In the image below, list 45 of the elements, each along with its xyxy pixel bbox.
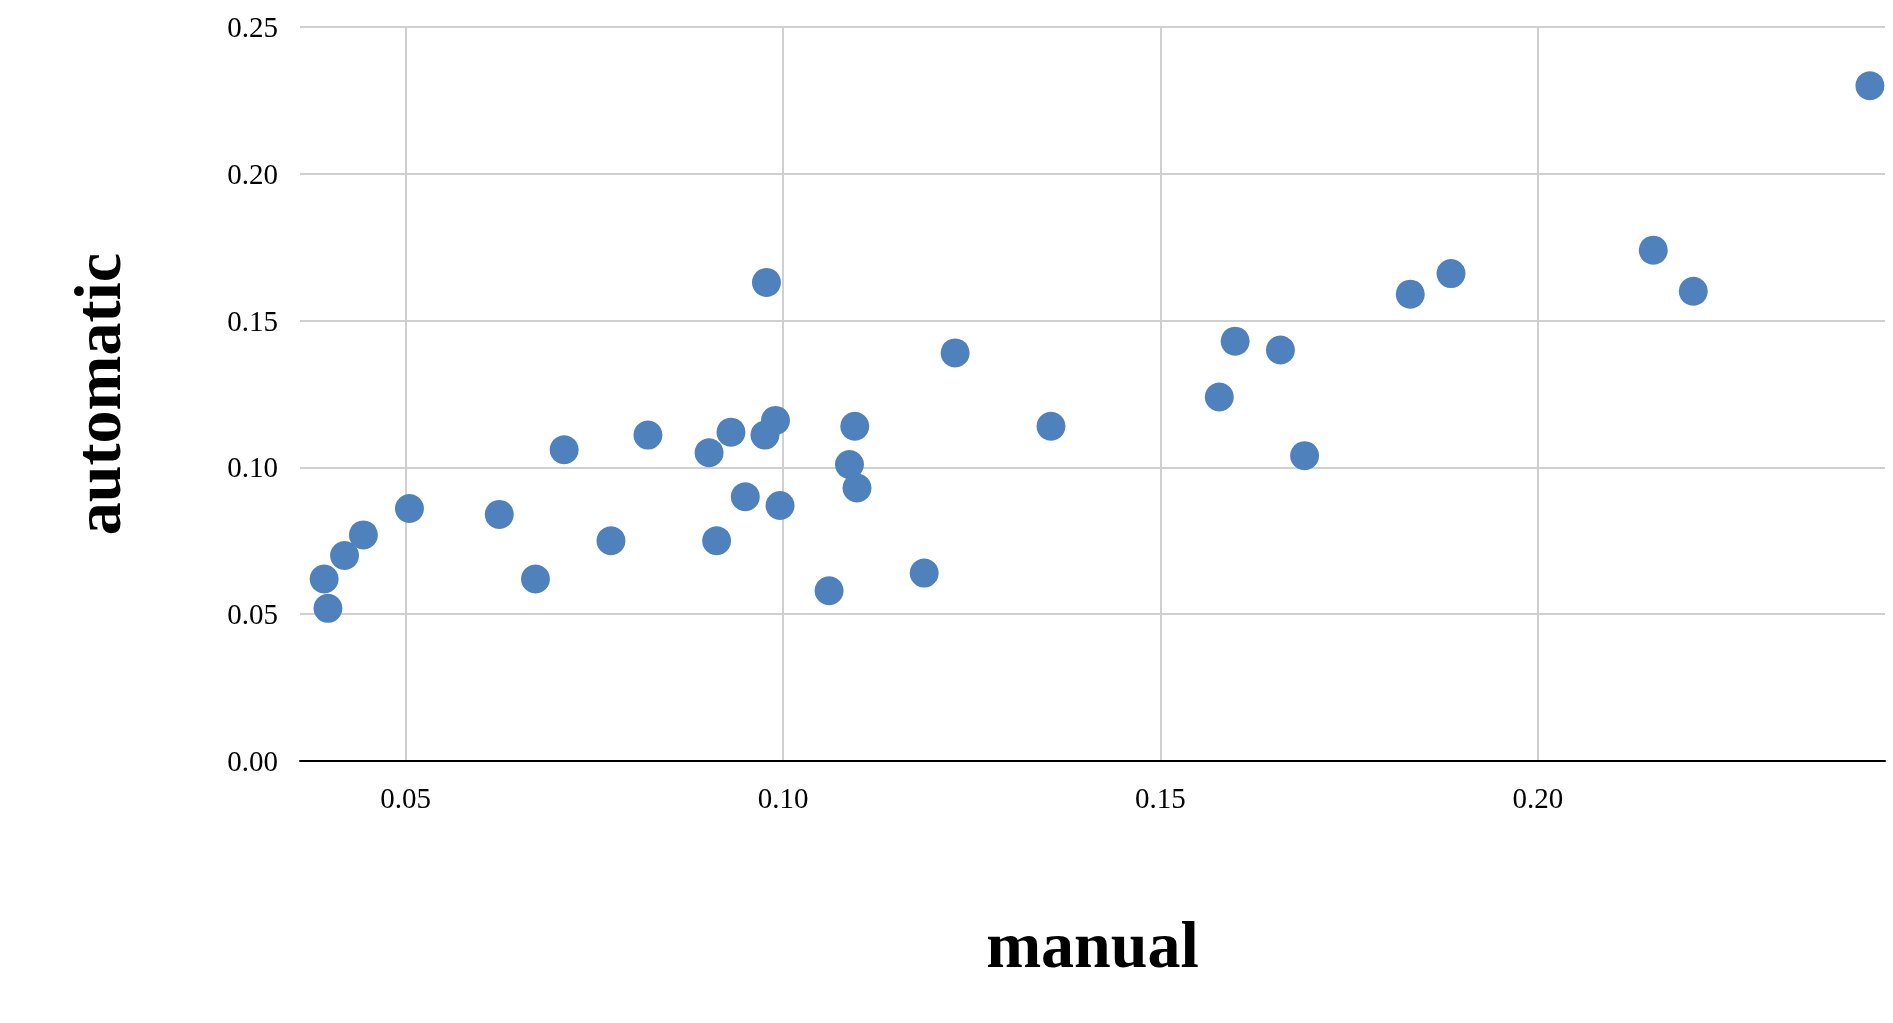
point — [309, 564, 339, 594]
x-tick-label: 0.10 — [757, 781, 809, 814]
point — [1204, 382, 1234, 412]
point — [1678, 276, 1708, 306]
point — [596, 526, 626, 556]
point — [633, 420, 663, 450]
y-tick-label: 0.10 — [227, 451, 278, 484]
x-tick-label: 0.15 — [1135, 781, 1186, 814]
point — [330, 540, 360, 570]
point — [765, 491, 795, 521]
point — [694, 438, 724, 468]
point — [521, 564, 550, 594]
point — [761, 405, 790, 435]
point — [1290, 441, 1320, 471]
point — [1220, 326, 1250, 356]
point — [484, 499, 514, 529]
point — [842, 473, 872, 503]
y-tick-label: 0.20 — [227, 157, 278, 190]
y-tick-label: 0.00 — [227, 745, 278, 777]
point — [716, 417, 746, 447]
x-axis-title: manual — [986, 907, 1199, 981]
x-tick-label: 0.20 — [1512, 781, 1564, 814]
point — [348, 520, 378, 550]
point — [1855, 71, 1885, 101]
point — [1395, 279, 1425, 309]
point — [1436, 259, 1466, 289]
y-tick-label: 0.05 — [227, 598, 278, 631]
point — [1265, 335, 1295, 365]
point — [1036, 411, 1066, 441]
point — [940, 338, 970, 368]
y-tick-label: 0.25 — [227, 11, 278, 43]
point — [751, 267, 781, 297]
point — [394, 494, 424, 523]
point — [730, 482, 760, 512]
point — [840, 411, 870, 441]
point — [549, 435, 579, 465]
point — [835, 449, 864, 479]
y-tick-label: 0.15 — [227, 304, 278, 337]
point — [909, 558, 939, 588]
x-tick-label: 0.05 — [380, 781, 432, 814]
point — [814, 576, 844, 606]
y-axis-title: automatic — [60, 252, 134, 536]
point — [313, 593, 343, 623]
point — [1638, 235, 1668, 265]
point — [702, 526, 732, 556]
